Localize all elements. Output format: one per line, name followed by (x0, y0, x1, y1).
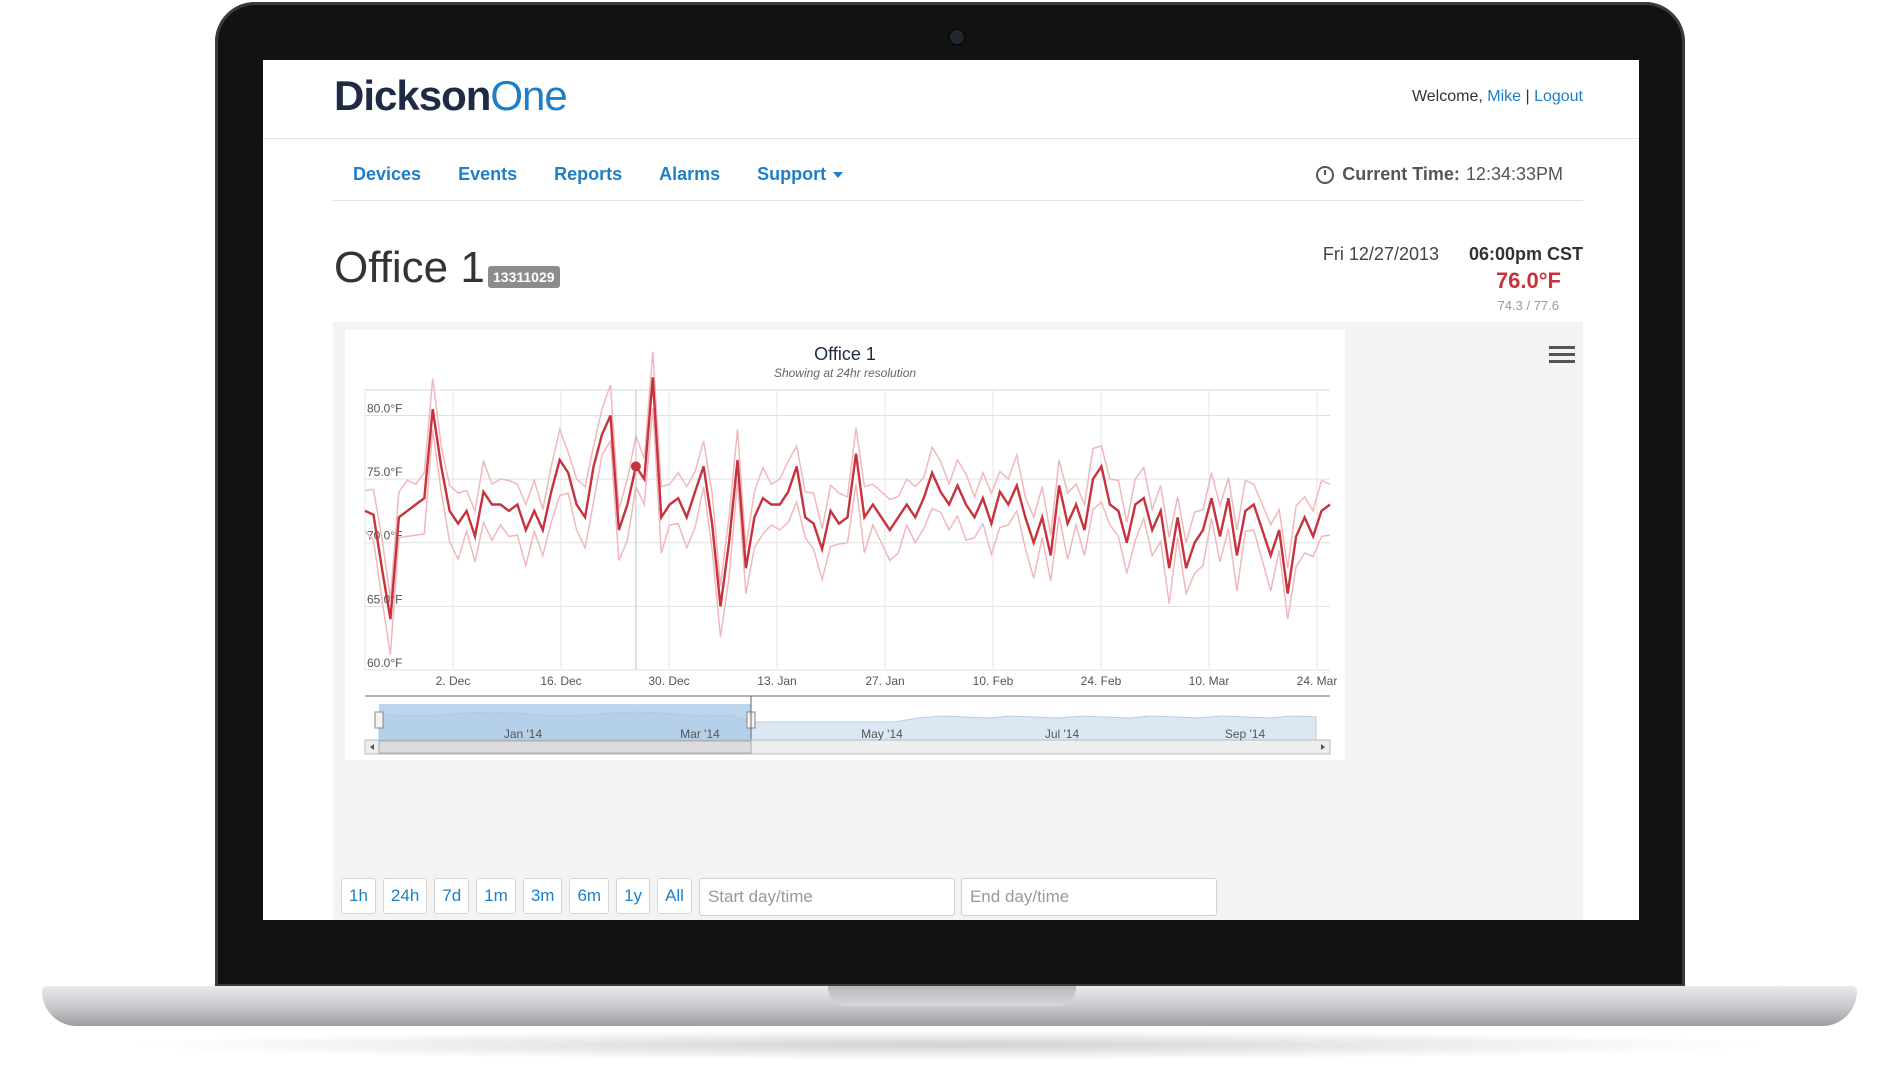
navigator-left-handle[interactable] (374, 711, 384, 729)
x-tick-label: 10. Mar (1189, 674, 1230, 688)
nav-alarms[interactable]: Alarms (659, 164, 721, 184)
welcome-text: Welcome, (1411, 88, 1488, 105)
navigator-label: May '14 (861, 727, 903, 741)
navigator-label: Sep '14 (1225, 727, 1266, 741)
reading-range: 74.3 / 77.6 (1497, 298, 1559, 313)
x-tick-label: 2. Dec (436, 674, 471, 688)
range-24h-button[interactable]: 24h (382, 878, 428, 914)
chart-grid (364, 389, 1330, 671)
nav-devices[interactable]: Devices (353, 164, 422, 184)
hover-marker[interactable] (630, 461, 641, 472)
x-tick-label: 10. Feb (973, 674, 1014, 688)
current-time: Current Time: 12:34:33PM (1316, 164, 1563, 185)
y-tick-label: 80.0°F (367, 401, 402, 415)
range-selector: 1h 24h 7d 1m 3m 6m 1y All Start day/time… (341, 878, 1223, 916)
main-nav: Devices Events Reports Alarms Support (353, 164, 880, 185)
caret-down-icon (833, 171, 844, 178)
chart-series (364, 351, 1331, 670)
y-tick-label: 60.0°F (367, 656, 402, 670)
y-axis: 80.0°F75.0°F70.0°F65.0°F60.0°F (367, 401, 402, 670)
nav-support-label: Support (757, 164, 827, 184)
nav-support[interactable]: Support (757, 164, 844, 185)
y-tick-label: 65.0°F (367, 592, 402, 606)
navigator-selection[interactable] (379, 704, 751, 740)
app-screen: DicksonOne Welcome, Mike | Logout Device… (263, 60, 1639, 920)
x-tick-label: 24. Feb (1081, 674, 1122, 688)
start-datetime-input[interactable]: Start day/time (698, 878, 955, 916)
user-name-link[interactable]: Mike (1487, 88, 1522, 105)
logo-part-one: One (490, 72, 567, 119)
range-1h-button[interactable]: 1h (341, 878, 376, 914)
chart-title: Office 1 (814, 344, 876, 364)
dicksonone-logo[interactable]: DicksonOne (334, 72, 568, 120)
logo-part-dickson: Dickson (334, 72, 491, 119)
range-1y-button[interactable]: 1y (616, 878, 651, 914)
scroll-right-icon[interactable] (1321, 744, 1325, 750)
laptop-shadow (120, 1030, 1780, 1060)
page-title: Office 1 (334, 243, 485, 292)
reading-temperature: 76.0°F (1495, 268, 1561, 293)
navigator-label: Mar '14 (680, 727, 720, 741)
nav-divider (333, 200, 1583, 201)
range-all-button[interactable]: All (657, 878, 692, 914)
end-datetime-input[interactable]: End day/time (960, 878, 1217, 916)
nav-reports[interactable]: Reports (554, 164, 623, 184)
reading-date: Fri 12/27/2013 (1322, 244, 1439, 264)
laptop-notch (828, 986, 1076, 1006)
scrollbar-thumb[interactable] (378, 740, 752, 754)
x-axis: 2. Dec 16. Dec 30. Dec 13. Jan 27. Jan 10. Fe… (436, 674, 1338, 688)
x-tick-label: 27. Jan (865, 674, 904, 688)
series-min-line (364, 407, 1331, 655)
nav-events[interactable]: Events (458, 164, 518, 184)
chart-subtitle: Showing at 24hr resolution (774, 366, 916, 380)
series-line (364, 377, 1331, 620)
range-6m-button[interactable]: 6m (569, 878, 610, 914)
logout-link[interactable]: Logout (1534, 88, 1583, 105)
y-tick-label: 75.0°F (367, 465, 402, 479)
navigator-label: Jan '14 (504, 727, 543, 741)
clock-icon (1316, 165, 1335, 184)
series-max-line (364, 351, 1331, 599)
welcome-bar: Welcome, Mike | Logout (1412, 88, 1583, 106)
scroll-left-icon[interactable] (370, 744, 374, 750)
webcam (948, 28, 966, 46)
header-divider (263, 138, 1639, 139)
range-navigator[interactable] (364, 695, 1331, 755)
chart-menu-icon[interactable] (1549, 346, 1575, 367)
x-tick-label: 16. Dec (540, 674, 581, 688)
serial-badge: 13311029 (488, 266, 560, 288)
range-7d-button[interactable]: 7d (434, 878, 470, 914)
navigator-label: Jul '14 (1045, 727, 1080, 741)
x-tick-label: 24. Mar (1297, 674, 1338, 688)
navigator-labels: Jan '14 Mar '14 May '14 Jul '14 Sep '14 (504, 727, 1266, 741)
temperature-chart[interactable]: Office 1 Showing at 24hr resolution 80.0… (345, 330, 1345, 760)
x-tick-label: 30. Dec (648, 674, 689, 688)
x-tick-label: 13. Jan (757, 674, 796, 688)
range-1m-button[interactable]: 1m (476, 878, 516, 914)
reading-time: 06:00pm CST (1468, 244, 1583, 264)
welcome-separator: | (1521, 88, 1535, 105)
current-time-value: 12:34:33PM (1465, 164, 1563, 184)
current-time-label: Current Time: (1342, 164, 1460, 184)
range-3m-button[interactable]: 3m (522, 878, 563, 914)
